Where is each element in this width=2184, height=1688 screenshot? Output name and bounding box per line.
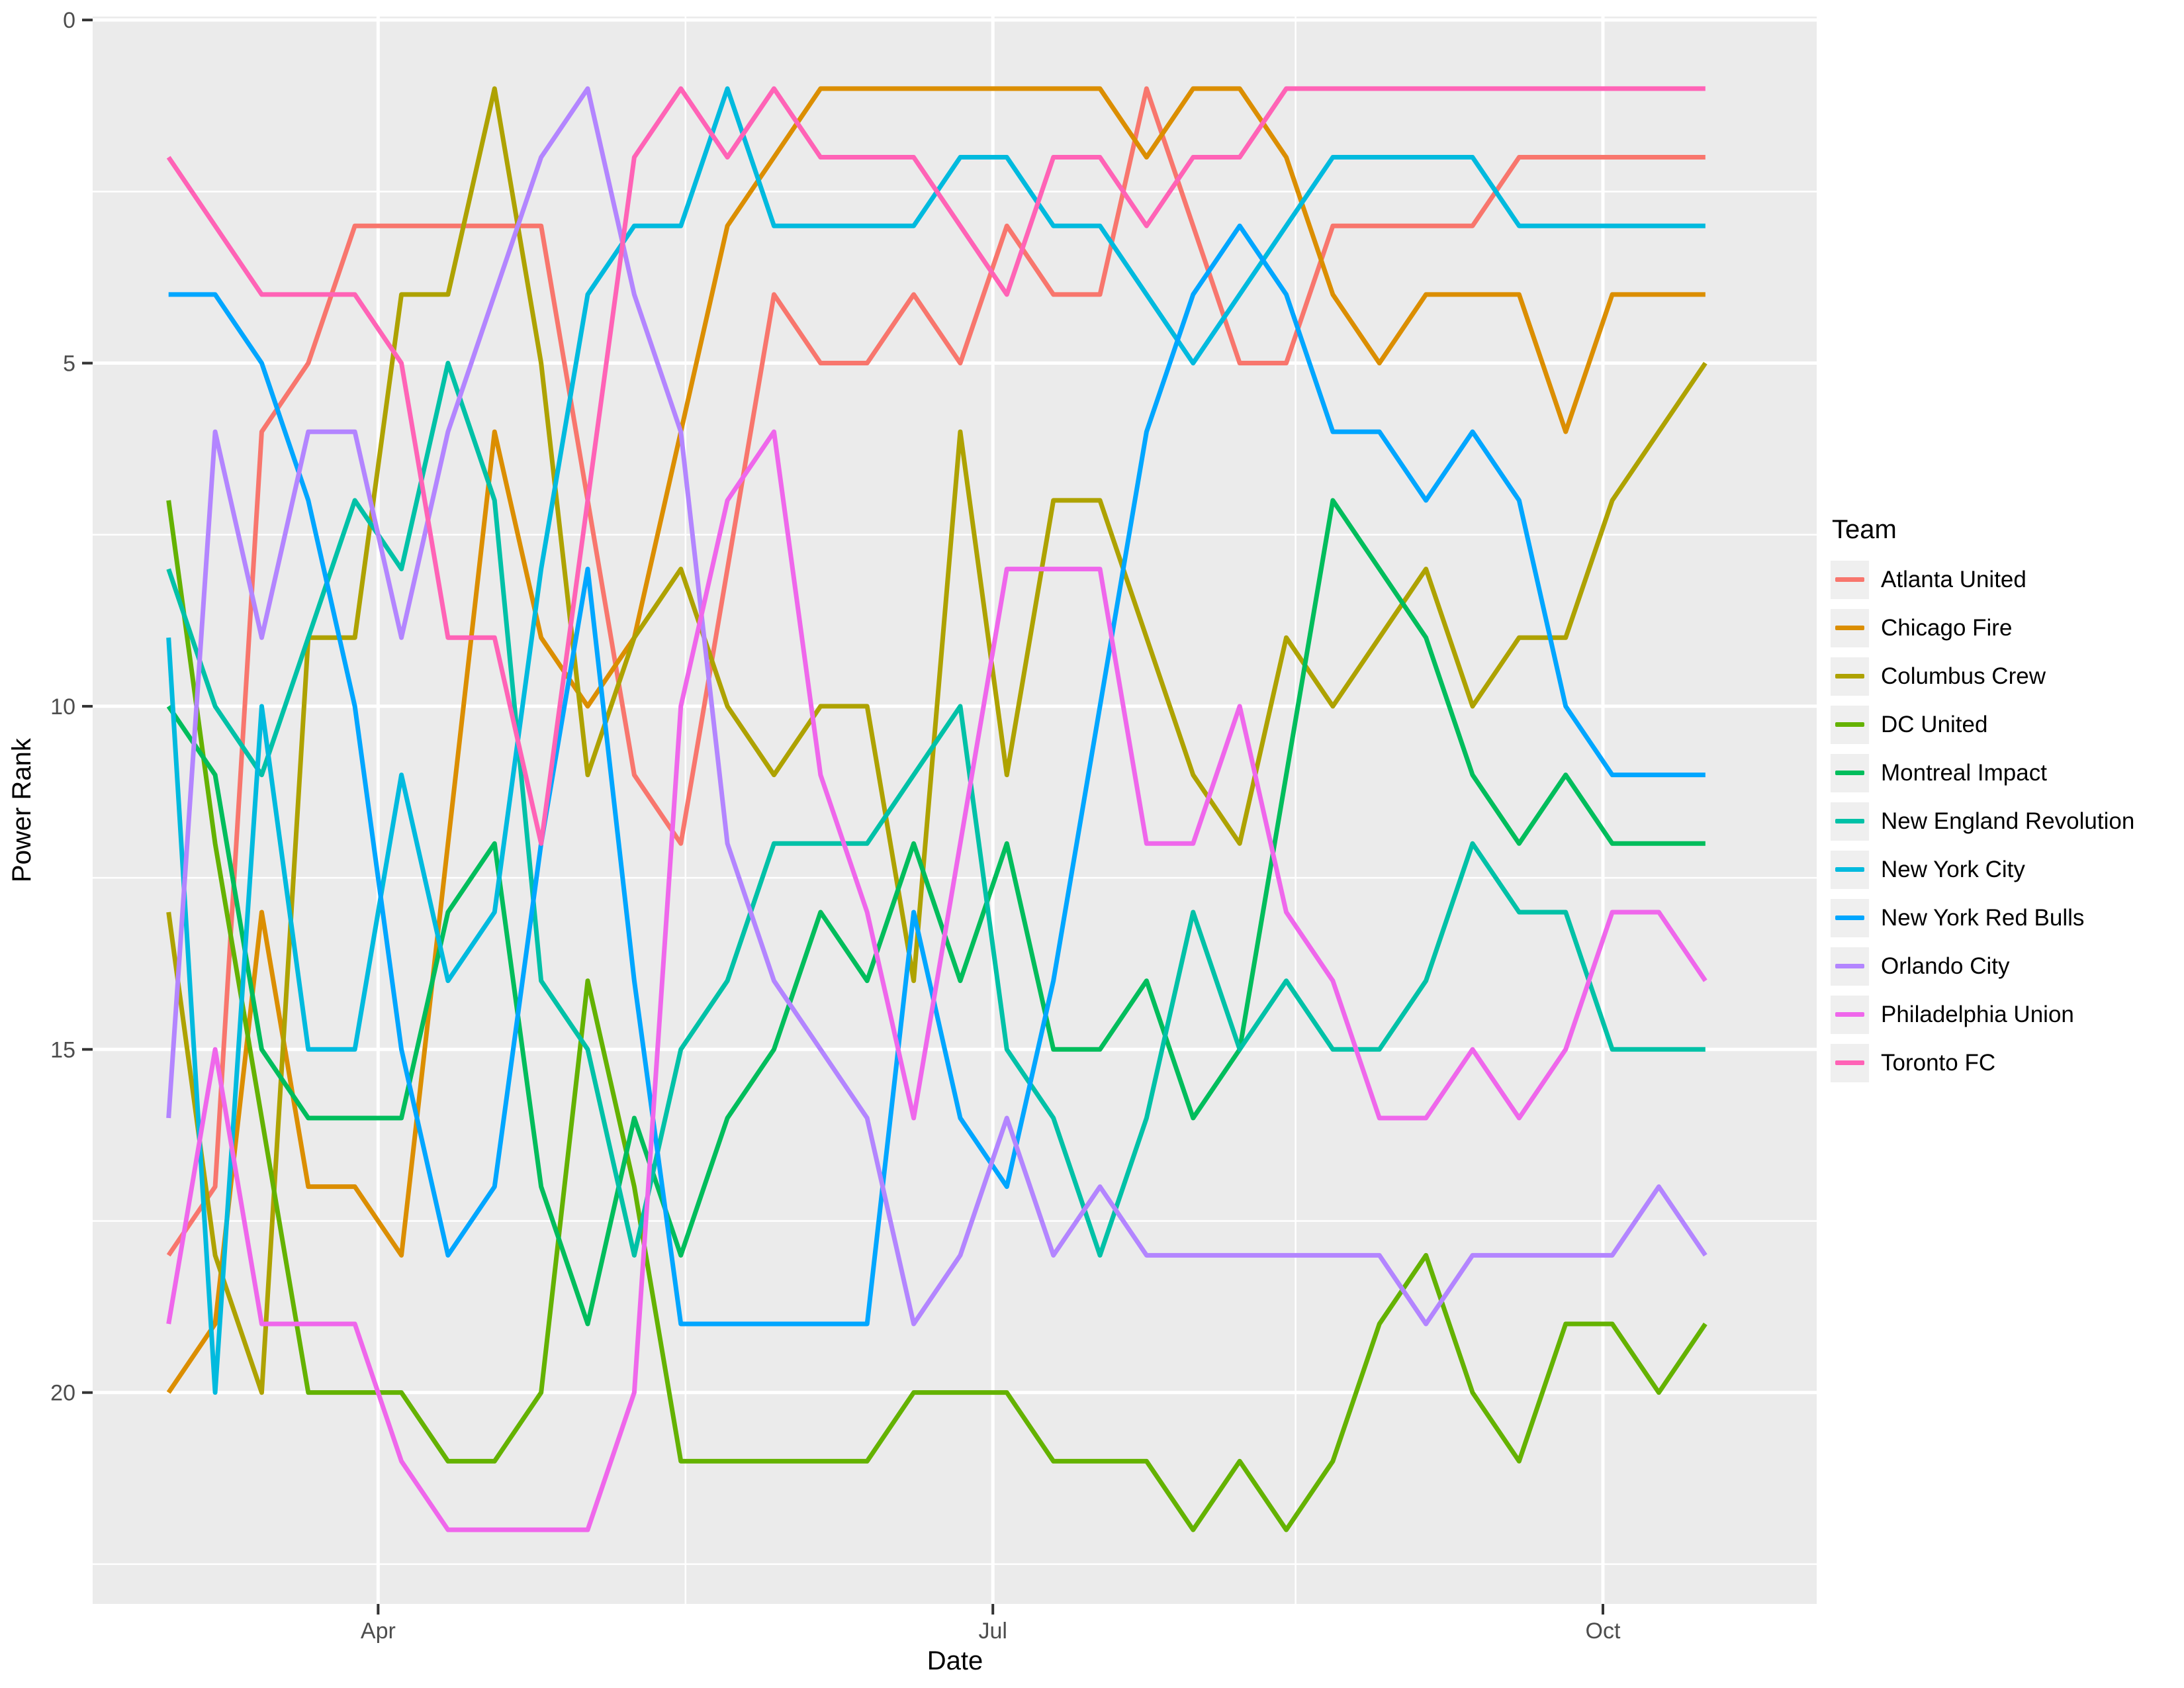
y-axis-title: Power Rank xyxy=(7,737,36,882)
legend-label: Toronto FC xyxy=(1881,1049,1996,1076)
legend-line-icon xyxy=(1835,771,1864,775)
legend-key xyxy=(1831,657,1869,696)
x-axis-title: Date xyxy=(927,1646,983,1675)
legend-key xyxy=(1831,947,1869,986)
legend-line-icon xyxy=(1835,867,1864,872)
x-tick-label: Jul xyxy=(978,1618,1007,1644)
plot-panel xyxy=(93,17,1817,1604)
y-tick-label: 20 xyxy=(50,1381,75,1406)
series-line-new-england-revolution xyxy=(166,361,1706,1258)
legend-key xyxy=(1831,898,1869,937)
legend-key xyxy=(1831,560,1869,599)
legend-item-orlando-city: Orlando City xyxy=(1831,942,2134,990)
legend-item-new-york-city: New York City xyxy=(1831,845,2134,894)
legend-label: DC United xyxy=(1881,711,1988,737)
series-line-chicago-fire xyxy=(166,86,1706,1394)
series-line-toronto-fc xyxy=(166,86,1706,846)
legend-line-icon xyxy=(1835,1012,1864,1017)
legend-line-icon xyxy=(1835,1060,1864,1065)
legend-line-icon xyxy=(1835,915,1864,920)
axis-ticks: 0 5 10 15 20 Apr Jul Oct xyxy=(50,8,1621,1644)
legend-item-montreal-impact: Montreal Impact xyxy=(1831,749,2134,797)
legend-line-icon xyxy=(1835,626,1864,630)
series-line-dc-united xyxy=(166,500,1707,1532)
series-line-montreal-impact xyxy=(166,498,1706,1327)
legend-label: New England Revolution xyxy=(1881,808,2135,834)
x-tick-label: Apr xyxy=(361,1618,396,1644)
legend-key xyxy=(1831,753,1869,792)
legend-item-toronto-fc: Toronto FC xyxy=(1831,1039,2134,1087)
legend-label: Columbus Crew xyxy=(1881,663,2046,689)
series-line-orlando-city xyxy=(166,86,1707,1327)
legend-label: Montreal Impact xyxy=(1881,759,2047,786)
series-line-new-york-red-bulls xyxy=(168,223,1706,1327)
y-tick-label: 0 xyxy=(63,8,75,33)
legend-item-chicago-fire: Chicago Fire xyxy=(1831,604,2134,652)
legend-item-new-england-revolution: New England Revolution xyxy=(1831,797,2134,845)
legend-label: Atlanta United xyxy=(1881,566,2026,592)
series-lines xyxy=(166,86,1707,1532)
series-line-atlanta-united xyxy=(166,86,1706,1257)
legend-key xyxy=(1831,1043,1869,1082)
legend-item-new-york-red-bulls: New York Red Bulls xyxy=(1831,894,2134,942)
legend-items: Atlanta United Chicago Fire Columbus Crew D… xyxy=(1831,555,2134,1087)
legend-line-icon xyxy=(1835,819,1864,823)
legend-line-icon xyxy=(1835,722,1864,727)
legend-label: Chicago Fire xyxy=(1881,614,2013,641)
legend-line-icon xyxy=(1835,674,1864,679)
legend-title: Team xyxy=(1832,515,1897,544)
y-tick-label: 10 xyxy=(50,694,75,720)
x-tick-label: Oct xyxy=(1586,1618,1621,1644)
legend-key xyxy=(1831,850,1869,889)
y-tick-label: 5 xyxy=(63,352,75,377)
legend-item-columbus-crew: Columbus Crew xyxy=(1831,652,2134,700)
legend-label: New York Red Bulls xyxy=(1881,904,2085,931)
panel-background xyxy=(93,17,1817,1604)
legend-key xyxy=(1831,802,1869,841)
legend: Team Atlanta United Chicago Fire Columbus … xyxy=(1831,515,2134,1087)
legend-item-dc-united: DC United xyxy=(1831,700,2134,749)
series-line-philadelphia-union xyxy=(166,429,1707,1532)
legend-line-icon xyxy=(1835,577,1864,582)
legend-item-philadelphia-union: Philadelphia Union xyxy=(1831,990,2134,1039)
legend-label: Orlando City xyxy=(1881,953,2010,979)
y-tick-label: 15 xyxy=(50,1037,75,1062)
legend-key xyxy=(1831,995,1869,1034)
legend-label: Philadelphia Union xyxy=(1881,1001,2074,1027)
legend-item-atlanta-united: Atlanta United xyxy=(1831,555,2134,604)
series-line-columbus-crew xyxy=(166,86,1707,1395)
legend-key xyxy=(1831,705,1869,744)
legend-key xyxy=(1831,608,1869,647)
legend-label: New York City xyxy=(1881,856,2025,882)
legend-line-icon xyxy=(1835,964,1864,968)
